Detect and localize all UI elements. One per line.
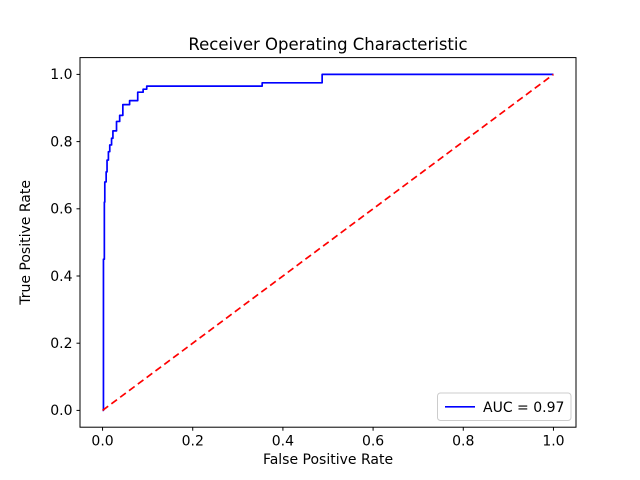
legend-label: AUC = 0.97 (483, 400, 564, 416)
legend: AUC = 0.97 (437, 392, 572, 421)
y-axis-label: True Positive Rate (18, 180, 34, 306)
x-tick-label: 0.8 (452, 434, 474, 450)
y-tick-label: 0.0 (50, 403, 72, 419)
y-tick-label: 0.4 (50, 269, 72, 285)
chance-diagonal-line (102, 73, 554, 412)
plot-series (102, 73, 554, 412)
x-tick-label: 1.0 (542, 434, 564, 450)
y-tick-label: 0.2 (50, 336, 72, 352)
legend-box (437, 392, 572, 421)
chart-title: Receiver Operating Characteristic (188, 35, 467, 54)
y-tick-label: 0.6 (50, 202, 72, 218)
y-tick-label: 0.8 (50, 134, 72, 150)
y-tick-label: 1.0 (50, 67, 72, 83)
roc-curve-line (102, 73, 554, 412)
x-tick-label: 0.2 (182, 434, 204, 450)
x-tick-label: 0.0 (91, 434, 113, 450)
x-tick-label: 0.6 (362, 434, 384, 450)
x-tick-label: 0.4 (272, 434, 294, 450)
axes-frame (79, 57, 577, 428)
axis-ticks: 0.0 0.2 0.4 0.6 0.8 1.0 0.0 0.2 0.4 0.6 0.8 1.0 (50, 67, 564, 450)
x-axis-label: False Positive Rate (263, 452, 393, 468)
